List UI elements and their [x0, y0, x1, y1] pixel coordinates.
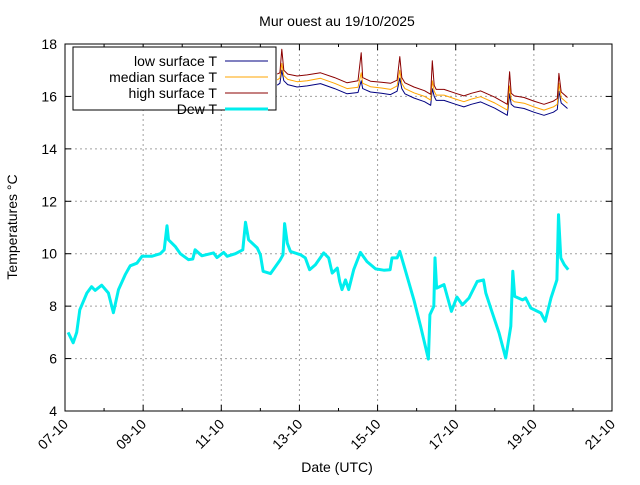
legend-label: low surface T	[134, 53, 217, 69]
plot-border	[64, 43, 613, 412]
x-tick-label: 21-10	[581, 416, 618, 453]
legend-box	[72, 46, 277, 111]
legend-label: Dew T	[177, 101, 218, 117]
y-tick-label: 14	[41, 141, 57, 157]
x-axis-label: Date (UTC)	[301, 459, 373, 475]
series-line-low-surface-t	[276, 69, 568, 116]
legend-label: high surface T	[129, 85, 218, 101]
x-tick-label: 17-10	[425, 416, 462, 453]
y-tick-label: 16	[41, 88, 57, 104]
series-lines	[66, 48, 570, 361]
series-line-dew-t	[66, 213, 570, 361]
x-tick-label: 11-10	[191, 416, 227, 452]
x-tick-label: 07-10	[34, 416, 71, 453]
x-tick-label: 13-10	[269, 416, 306, 453]
y-tick-label: 10	[41, 246, 57, 262]
y-tick-label: 4	[49, 403, 57, 419]
series-line-high-surface-t	[276, 48, 568, 105]
chart-title: Mur ouest au 19/10/2025	[259, 13, 415, 29]
y-tick-label: 18	[41, 36, 57, 52]
x-tick-label: 15-10	[347, 416, 384, 453]
series-line-median-surface-t	[276, 62, 568, 111]
grid	[65, 44, 612, 411]
x-tick-label: 19-10	[503, 416, 540, 453]
y-axis-label: Temperatures °C	[4, 174, 20, 279]
y-tick-label: 8	[49, 298, 57, 314]
legend-label: median surface T	[109, 69, 217, 85]
y-tick-label: 12	[41, 193, 57, 209]
y-tick-label: 6	[49, 351, 57, 367]
x-tick-label: 09-10	[113, 416, 150, 453]
